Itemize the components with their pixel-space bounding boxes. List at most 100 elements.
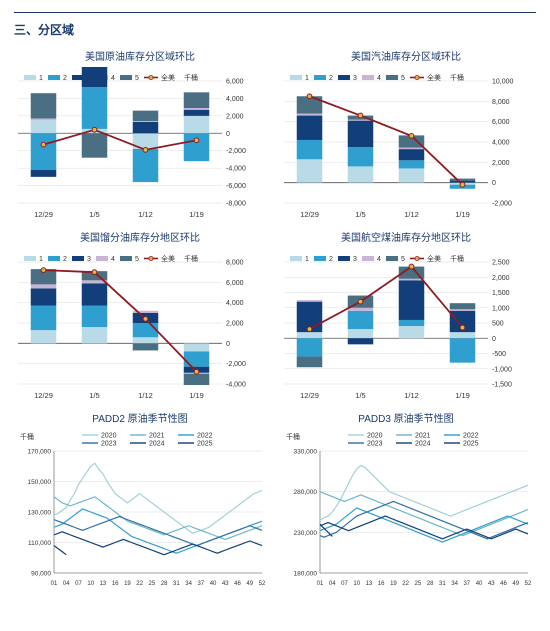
svg-text:-500: -500 <box>492 351 506 358</box>
svg-text:25: 25 <box>149 581 156 587</box>
svg-text:46: 46 <box>500 581 507 587</box>
svg-text:28: 28 <box>161 581 168 587</box>
svg-text:22: 22 <box>136 581 143 587</box>
svg-text:6,000: 6,000 <box>226 280 244 287</box>
svg-text:-4,000: -4,000 <box>226 166 246 173</box>
svg-text:2020: 2020 <box>367 433 383 440</box>
svg-text:12/29: 12/29 <box>34 210 53 219</box>
svg-text:34: 34 <box>185 581 192 587</box>
svg-text:280,000: 280,000 <box>294 489 318 496</box>
svg-text:1/12: 1/12 <box>404 210 419 219</box>
svg-text:6,000: 6,000 <box>492 119 510 126</box>
svg-text:49: 49 <box>512 581 519 587</box>
svg-text:10,000: 10,000 <box>492 79 514 86</box>
svg-text:10: 10 <box>87 581 94 587</box>
svg-text:52: 52 <box>259 581 266 587</box>
svg-text:2,500: 2,500 <box>492 260 510 267</box>
svg-text:90,000: 90,000 <box>31 571 51 578</box>
chart-title: 美国原油库存分区域环比 <box>14 48 266 63</box>
svg-text:-6,000: -6,000 <box>226 183 246 190</box>
svg-text:0: 0 <box>226 341 230 348</box>
svg-text:1,500: 1,500 <box>492 290 510 297</box>
svg-text:1/5: 1/5 <box>89 210 99 219</box>
svg-text:2,000: 2,000 <box>492 275 510 282</box>
svg-text:330,000: 330,000 <box>294 449 318 456</box>
bar-chart-svg: 12345全美千桶-4,000-2,00002,0004,0006,0008,0… <box>14 248 266 400</box>
svg-text:07: 07 <box>341 581 348 587</box>
svg-text:全美: 全美 <box>161 73 175 82</box>
svg-text:2025: 2025 <box>197 441 213 448</box>
svg-text:2025: 2025 <box>463 441 479 448</box>
svg-text:全美: 全美 <box>427 254 441 263</box>
svg-text:19: 19 <box>390 581 397 587</box>
svg-text:0: 0 <box>492 180 496 187</box>
svg-text:2022: 2022 <box>463 433 479 440</box>
bar-chart-cell: 美国原油库存分区域环比12345全美千桶-8,000-6,000-4,000-2… <box>14 48 266 219</box>
svg-text:-1,500: -1,500 <box>492 382 512 389</box>
charts-grid: 美国原油库存分区域环比12345全美千桶-8,000-6,000-4,000-2… <box>14 48 536 587</box>
line-chart-cell: PADD2 原油季节性图202020212022202320242025千桶90… <box>14 410 266 587</box>
svg-text:1/19: 1/19 <box>189 391 204 400</box>
svg-text:12/29: 12/29 <box>300 210 319 219</box>
svg-text:-4,000: -4,000 <box>226 382 246 389</box>
svg-text:6,000: 6,000 <box>226 79 244 86</box>
svg-text:19: 19 <box>124 581 131 587</box>
svg-text:1/19: 1/19 <box>455 210 470 219</box>
svg-text:1,000: 1,000 <box>492 305 510 312</box>
svg-text:2022: 2022 <box>197 433 213 440</box>
page: 三、分区域 美国原油库存分区域环比12345全美千桶-8,000-6,000-4… <box>0 0 550 595</box>
svg-text:37: 37 <box>463 581 470 587</box>
svg-text:8,000: 8,000 <box>226 260 244 267</box>
svg-text:2,000: 2,000 <box>226 113 244 120</box>
svg-text:04: 04 <box>329 581 336 587</box>
chart-title: PADD2 原油季节性图 <box>14 410 266 425</box>
svg-text:43: 43 <box>222 581 229 587</box>
line-chart-svg: 202020212022202320242025千桶90,000110,0001… <box>14 429 266 587</box>
svg-text:千桶: 千桶 <box>450 73 464 82</box>
bar-chart-cell: 美国航空煤油库存分地区环比12345全美千桶-1,500-1,000-50005… <box>280 229 532 400</box>
svg-text:2021: 2021 <box>415 433 431 440</box>
svg-text:07: 07 <box>75 581 82 587</box>
svg-text:22: 22 <box>402 581 409 587</box>
svg-text:千桶: 千桶 <box>184 73 198 82</box>
line-chart-svg: 202020212022202320242025千桶180,000230,000… <box>280 429 532 587</box>
svg-text:49: 49 <box>246 581 253 587</box>
svg-text:1/5: 1/5 <box>355 210 365 219</box>
svg-text:500: 500 <box>492 321 504 328</box>
svg-text:千桶: 千桶 <box>20 432 34 441</box>
svg-text:170,000: 170,000 <box>28 449 52 456</box>
bar-chart-svg: 12345全美千桶-1,500-1,000-50005001,0001,5002… <box>280 248 532 400</box>
svg-text:40: 40 <box>476 581 483 587</box>
chart-title: 美国馏分油库存分地区环比 <box>14 229 266 244</box>
svg-text:28: 28 <box>427 581 434 587</box>
bar-chart-cell: 美国馏分油库存分地区环比12345全美千桶-4,000-2,00002,0004… <box>14 229 266 400</box>
svg-text:110,000: 110,000 <box>28 540 51 547</box>
svg-text:-2,000: -2,000 <box>492 201 512 208</box>
svg-text:2021: 2021 <box>149 433 165 440</box>
svg-text:04: 04 <box>63 581 70 587</box>
svg-text:1/5: 1/5 <box>355 391 365 400</box>
svg-text:全美: 全美 <box>427 73 441 82</box>
svg-text:13: 13 <box>366 581 373 587</box>
svg-text:1/19: 1/19 <box>455 391 470 400</box>
svg-text:千桶: 千桶 <box>450 254 464 263</box>
svg-text:150,000: 150,000 <box>28 479 52 486</box>
svg-text:1/12: 1/12 <box>404 391 419 400</box>
svg-text:01: 01 <box>317 581 324 587</box>
svg-text:46: 46 <box>234 581 241 587</box>
svg-text:0: 0 <box>226 131 230 138</box>
bar-chart-cell: 美国汽油库存分区域环比12345全美千桶-2,00002,0004,0006,0… <box>280 48 532 219</box>
svg-text:-2,000: -2,000 <box>226 361 246 368</box>
svg-text:-1,000: -1,000 <box>492 366 512 373</box>
svg-text:2023: 2023 <box>101 441 117 448</box>
svg-text:2,000: 2,000 <box>226 321 244 328</box>
svg-text:千桶: 千桶 <box>286 432 300 441</box>
svg-text:25: 25 <box>415 581 422 587</box>
svg-text:01: 01 <box>51 581 58 587</box>
svg-text:52: 52 <box>525 581 532 587</box>
svg-text:12/29: 12/29 <box>300 391 319 400</box>
svg-text:1/12: 1/12 <box>138 391 153 400</box>
svg-text:16: 16 <box>112 581 119 587</box>
bar-chart-svg: 12345全美千桶-8,000-6,000-4,000-2,00002,0004… <box>14 67 266 219</box>
svg-text:-8,000: -8,000 <box>226 201 246 208</box>
